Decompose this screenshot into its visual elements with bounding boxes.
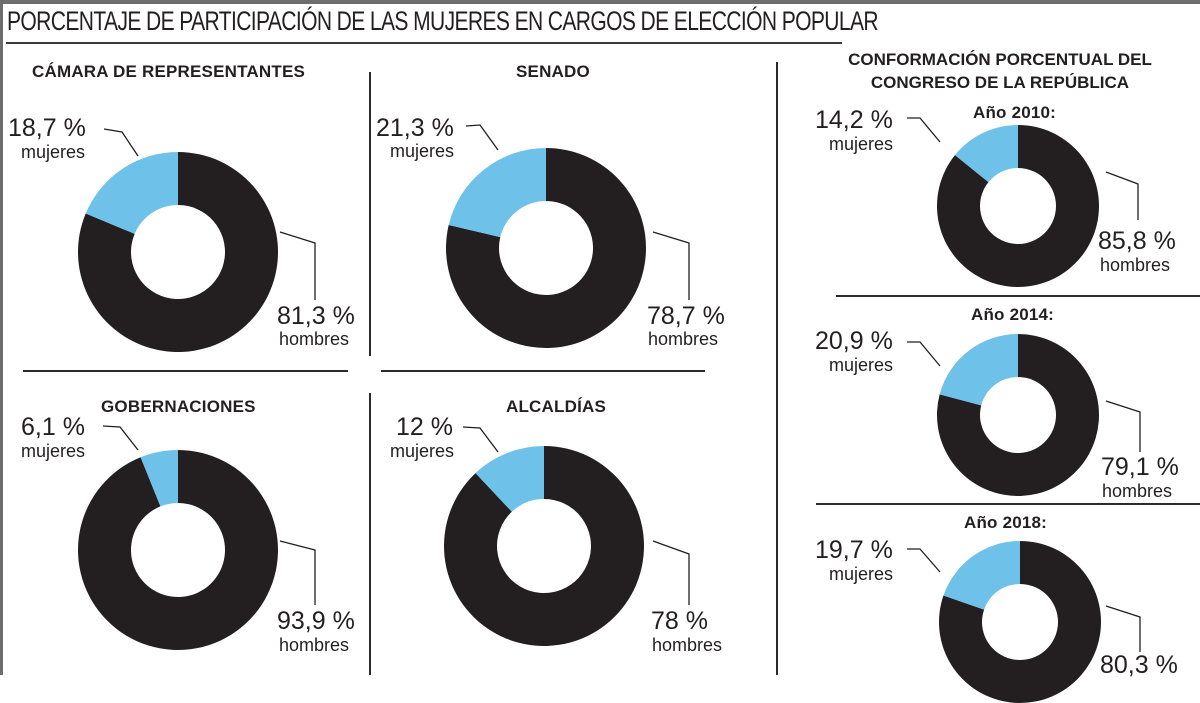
hombres-label: hombres	[648, 329, 719, 349]
donut-slice-mujeres	[943, 541, 1020, 610]
donut-slice-hombres	[77, 450, 278, 650]
mujeres-percent-label: 19,7 %	[815, 536, 893, 564]
divider-horizontal-right-2	[816, 503, 1200, 505]
chart-title: Año 2018:	[964, 513, 1048, 532]
mujeres-percent-label: 21,3 %	[376, 114, 454, 142]
donut-slice-hombres	[446, 148, 646, 348]
hombres-percent-label: 80,3 %	[1100, 651, 1178, 679]
donut-chart	[444, 446, 644, 646]
frame-top-border	[0, 0, 1200, 4]
leader-line-camara-hombres	[279, 231, 316, 300]
donut-slice-hombres	[937, 334, 1099, 496]
hombres-percent-label: 79,1 %	[1101, 453, 1179, 481]
chart-title: Año 2014:	[971, 305, 1055, 324]
donut-slice-hombres	[939, 541, 1101, 703]
mujeres-label: mujeres	[829, 564, 894, 584]
hombres-percent-label: 93,9 %	[277, 607, 355, 635]
hombres-label: hombres	[1100, 255, 1171, 275]
frame-left-border	[0, 0, 3, 675]
leader-line-2010-hombres	[1105, 171, 1139, 220]
congress-panel-title-line-2: CONGRESO DE LA REPÚBLICA	[870, 73, 1130, 92]
hombres-percent-label: 78,7 %	[647, 302, 725, 330]
leader-line-gob-mujeres	[102, 425, 139, 451]
chart-title: ALCALDÍAS	[506, 397, 607, 416]
donut-slice-mujeres	[954, 125, 1018, 183]
donut-chart	[937, 334, 1099, 496]
mujeres-percent-label: 14,2 %	[815, 106, 893, 134]
mujeres-label: mujeres	[829, 355, 894, 375]
divider-vertical-top	[369, 72, 371, 356]
donut-slice-hombres	[937, 125, 1099, 287]
donut-chart	[77, 152, 279, 352]
leader-line-2014-hombres	[1105, 400, 1141, 452]
donut-slice-mujeres	[448, 148, 546, 238]
leader-line-2010-mujeres	[907, 117, 941, 143]
donut-slice-mujeres	[939, 334, 1018, 406]
mujeres-percent-label: 12 %	[396, 413, 453, 441]
leader-line-2014-mujeres	[907, 341, 941, 367]
donut-chart	[446, 148, 646, 348]
congress-panel-title-line-1: CONFORMACIÓN PORCENTUAL DEL	[848, 50, 1152, 69]
chart-title: Año 2010:	[973, 103, 1057, 122]
hombres-percent-label: 78 %	[651, 607, 708, 635]
hombres-label: hombres	[1102, 481, 1173, 501]
divider-vertical-right	[776, 62, 778, 675]
congress-panel-title: CONFORMACIÓN PORCENTUAL DEL CONGRESO DE …	[820, 48, 1180, 94]
mujeres-percent-label: 18,7 %	[8, 114, 86, 142]
mujeres-percent-label: 20,9 %	[815, 327, 893, 355]
leader-line-2018-hombres	[1105, 605, 1141, 652]
leader-line-2018-mujeres	[907, 548, 941, 573]
divider-vertical-bottom	[369, 393, 371, 675]
leader-line-gob-hombres	[279, 540, 316, 605]
hombres-percent-label: 81,3 %	[277, 302, 355, 330]
hombres-percent-label: 85,8 %	[1098, 227, 1176, 255]
leader-line-senado-mujeres	[465, 124, 499, 151]
donut-slice-mujeres	[85, 152, 178, 234]
mujeres-label: mujeres	[829, 134, 894, 154]
mujeres-label: mujeres	[390, 141, 455, 161]
chart-title: GOBERNACIONES	[101, 397, 256, 416]
mujeres-percent-label: 6,1 %	[21, 413, 85, 441]
title-underline	[6, 42, 842, 44]
page-title: PORCENTAJE DE PARTICIPACIÓN DE LAS MUJER…	[7, 6, 879, 36]
donut-chart	[77, 450, 278, 650]
hombres-label: hombres	[652, 635, 723, 655]
donut-slice-hombres	[77, 152, 279, 352]
donut-chart	[937, 125, 1099, 287]
leader-line-alc-hombres	[652, 540, 690, 605]
divider-horizontal-right-1	[836, 295, 1200, 297]
mujeres-label: mujeres	[390, 441, 455, 461]
hombres-label: hombres	[279, 635, 350, 655]
divider-horizontal-left	[23, 370, 348, 372]
donut-slice-hombres	[444, 446, 644, 646]
mujeres-label: mujeres	[21, 441, 86, 461]
chart-title: SENADO	[516, 62, 590, 81]
leader-line-senado-hombres	[652, 231, 690, 300]
donut-chart	[939, 541, 1101, 703]
donut-slice-mujeres	[475, 446, 544, 512]
divider-horizontal-middle	[381, 370, 705, 372]
donut-slice-mujeres	[140, 450, 178, 507]
chart-title: CÁMARA DE REPRESENTANTES	[32, 62, 306, 81]
mujeres-label: mujeres	[21, 142, 86, 162]
hombres-label: hombres	[279, 329, 350, 349]
